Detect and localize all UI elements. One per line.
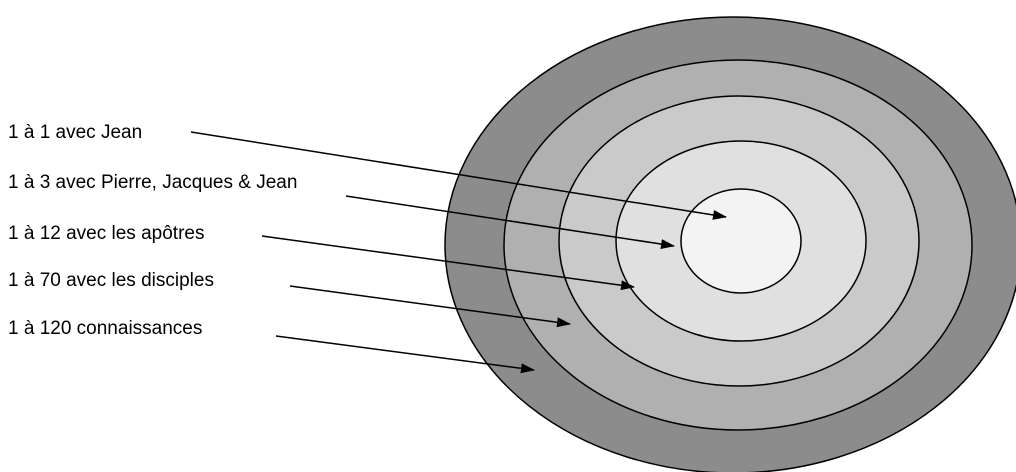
arrow-1-a-70 <box>289 285 571 328</box>
label-1-a-120-connaissances: 1 à 120 connaissances <box>8 318 203 339</box>
label-1-a-3-pierre-jacques-jean: 1 à 3 avec Pierre, Jacques & Jean <box>8 172 298 193</box>
arrow-1-a-1 <box>190 131 727 220</box>
label-1-a-12-apotres: 1 à 12 avec les apôtres <box>8 223 205 244</box>
arrow-1-a-3 <box>345 195 675 249</box>
label-1-a-1-jean: 1 à 1 avec Jean <box>8 122 143 143</box>
arrow-1-a-120 <box>275 335 535 374</box>
ring-jean <box>680 188 802 294</box>
label-1-a-70-disciples: 1 à 70 avec les disciples <box>8 270 214 291</box>
arrow-1-a-12 <box>261 235 635 291</box>
